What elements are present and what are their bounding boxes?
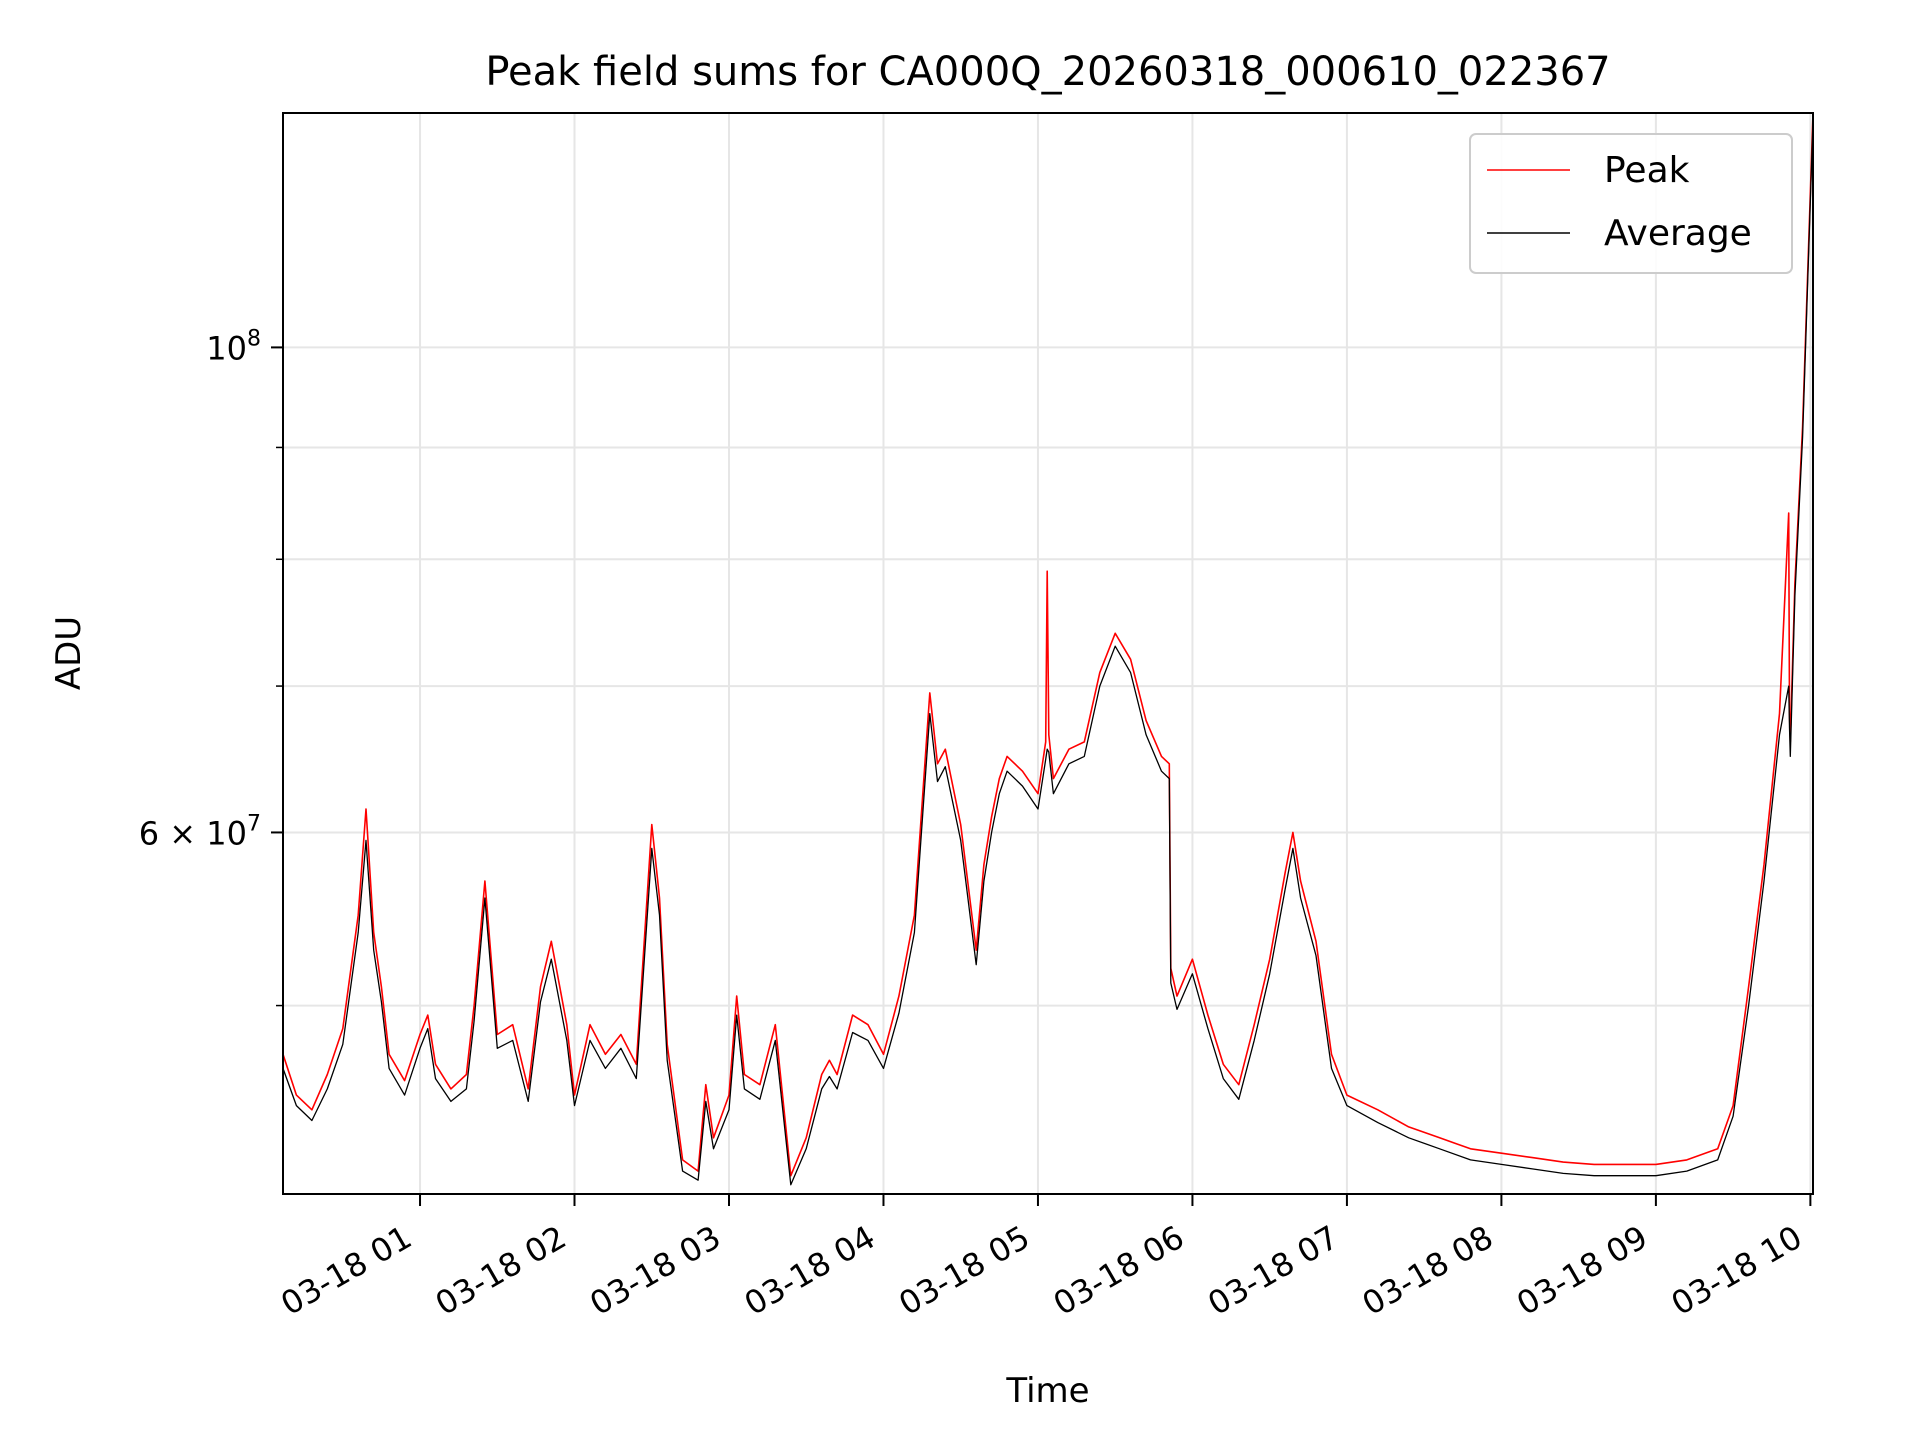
series-layer: [283, 113, 1813, 1186]
y-tick-label: 108: [206, 326, 261, 367]
y-axis-label: ADU: [49, 616, 89, 690]
grid: [283, 113, 1813, 1194]
x-axis-label: Time: [1005, 1371, 1089, 1411]
legend: Peak Average: [1469, 133, 1793, 274]
legend-peak-label: Peak: [1604, 150, 1690, 191]
y-axis-ticks: 6 × 107 108: [139, 326, 283, 1007]
plot-frame: [282, 112, 1814, 1195]
legend-average-label: Average: [1604, 213, 1752, 254]
series-line-peak: [283, 113, 1813, 1177]
legend-box: [1469, 133, 1793, 274]
chart-title: Peak field sums for CA000Q_20260318_0006…: [485, 49, 1610, 95]
series-line-average: [283, 120, 1813, 1186]
y-tick-label: 6 × 107: [139, 811, 261, 852]
